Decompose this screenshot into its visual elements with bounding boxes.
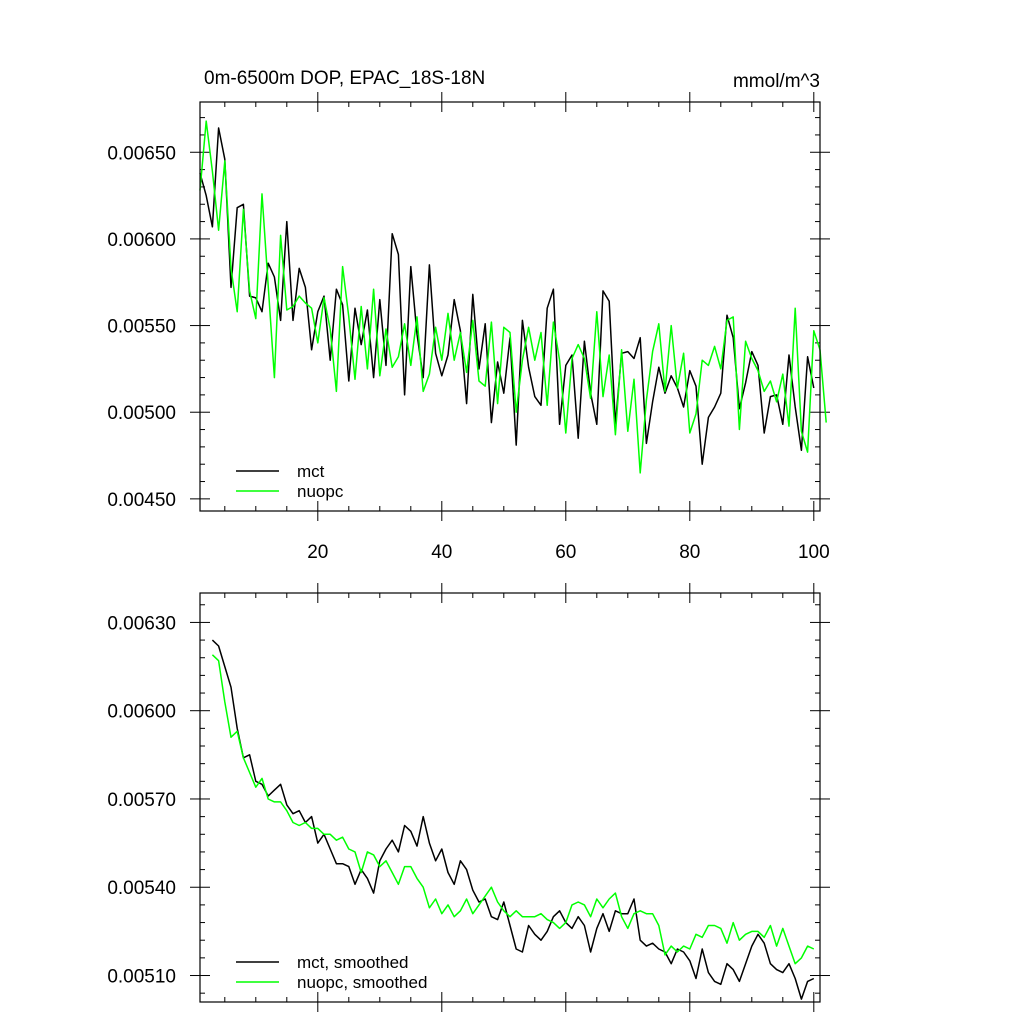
legend-label-nuopc-smoothed: nuopc, smoothed: [297, 973, 427, 992]
y-tick-label: 0.00550: [107, 317, 176, 338]
x-tick-label: 40: [431, 542, 452, 563]
top-panel-axes: 20 40 60 80 100 0.00450 0.00500 0.00550 0.00600 0…: [107, 92, 830, 563]
y-tick-label: 0.00570: [107, 790, 176, 811]
y-tick-label: 0.00450: [107, 490, 176, 511]
top-panel: 0m-6500m DOP, EPAC_18S-18N mmol/m^3 20 40…: [107, 68, 830, 563]
y-tick-label: 0.00510: [107, 967, 176, 988]
y-tick-label: 0.00630: [107, 613, 176, 634]
series-line-mct-smoothed: [211, 639, 815, 1000]
series-line-nuopc: [199, 120, 827, 474]
y-tick-label: 0.00600: [107, 702, 176, 723]
x-tick-label: 60: [555, 542, 576, 563]
legend-label-nuopc: nuopc: [297, 482, 344, 501]
legend-label-mct: mct: [297, 462, 325, 481]
top-panel-plot-lines: [199, 120, 827, 474]
bottom-panel-plot-lines: [211, 639, 815, 1000]
y-tick-label: 0.00500: [107, 403, 176, 424]
bottom-panel-legend: mct, smoothed nuopc, smoothed: [236, 953, 427, 992]
series-line-mct: [199, 127, 815, 465]
x-tick-label: 80: [679, 542, 700, 563]
bottom-panel-axes: 0.00510 0.00540 0.00570 0.00600 0.00630: [107, 583, 830, 1012]
x-tick-label: 100: [798, 542, 830, 563]
top-panel-frame: [199, 101, 821, 512]
series-line-nuopc-smoothed: [211, 654, 815, 965]
bottom-panel: 0.00510 0.00540 0.00570 0.00600 0.00630 mct,…: [107, 583, 830, 1012]
x-tick-label: 20: [307, 542, 328, 563]
y-tick-label: 0.00650: [107, 143, 176, 164]
top-panel-legend: mct nuopc: [236, 462, 344, 501]
top-panel-title: 0m-6500m DOP, EPAC_18S-18N: [204, 68, 485, 89]
y-tick-label: 0.00540: [107, 878, 176, 899]
bottom-panel-frame: [199, 592, 821, 1003]
y-tick-label: 0.00600: [107, 230, 176, 251]
legend-label-mct-smoothed: mct, smoothed: [297, 953, 409, 972]
top-panel-units-label: mmol/m^3: [733, 71, 820, 92]
